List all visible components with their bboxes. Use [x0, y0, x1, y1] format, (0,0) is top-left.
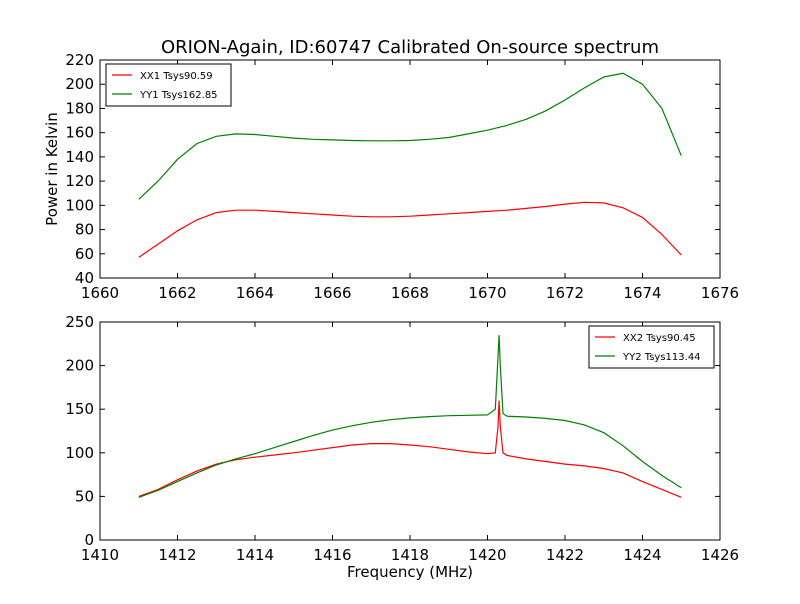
series-line-1-2 [138, 72, 682, 200]
y-tick-label: 200 [65, 357, 94, 375]
figure-title: ORION-Again, ID:60747 Calibrated On-sour… [161, 37, 659, 58]
y-tick-label: 140 [65, 148, 94, 166]
legend-box-2 [588, 325, 715, 369]
series-line-1-1 [138, 201, 682, 258]
y-tick-label: 150 [65, 400, 94, 418]
x-tick-label: 1422 [546, 546, 584, 564]
y-tick-label: 40 [75, 269, 94, 287]
y-tick-label: 160 [65, 124, 94, 142]
x-tick-label: 1660 [81, 284, 119, 302]
y-tick-label: 180 [65, 99, 94, 117]
legend-entry: YY1 Tsys162.85 [139, 90, 218, 101]
y-tick-label: 200 [65, 75, 94, 93]
series-line-2-2 [138, 335, 682, 498]
y-tick-label: 100 [65, 444, 94, 462]
x-tick-label: 1410 [81, 546, 119, 564]
x-tick-label: 1666 [313, 284, 351, 302]
x-tick-label: 1674 [623, 284, 661, 302]
y-tick-label: 220 [65, 51, 94, 69]
x-tick-label: 1676 [701, 284, 739, 302]
legend-entry: XX2 Tsys90.45 [623, 333, 696, 344]
x-tick-label: 1424 [623, 546, 661, 564]
x-tick-label: 1670 [468, 284, 506, 302]
x-tick-label: 1412 [158, 546, 196, 564]
y-tick-label: 100 [65, 196, 94, 214]
legend-entry: XX1 Tsys90.59 [140, 71, 213, 82]
x-tick-label: 1416 [313, 546, 351, 564]
legend-box-1 [105, 63, 232, 107]
y-tick-label: 80 [75, 221, 94, 239]
y-tick-label: 250 [65, 313, 94, 331]
x-tick-label: 1420 [468, 546, 506, 564]
y-axis-label: Power in Kelvin [43, 112, 61, 226]
y-tick-label: 50 [75, 487, 94, 505]
x-tick-label: 1414 [236, 546, 274, 564]
x-tick-label: 1418 [391, 546, 429, 564]
y-tick-label: 120 [65, 172, 94, 190]
series-line-2-1 [138, 400, 682, 498]
y-tick-label: 60 [75, 245, 94, 263]
chart-panel-1: 1660 1662 1664 1666 1668 1670 1672 1674 1676 40 60… [43, 51, 739, 302]
x-tick-label: 1664 [236, 284, 274, 302]
x-tick-label: 1668 [391, 284, 429, 302]
x-axis-label: Frequency (MHz) [347, 563, 473, 581]
legend-entry: YY2 Tsys113.44 [622, 352, 701, 363]
y-tick-label: 0 [84, 531, 94, 549]
x-tick-label: 1426 [701, 546, 739, 564]
x-tick-label: 1662 [158, 284, 196, 302]
x-tick-label: 1672 [546, 284, 584, 302]
chart-panel-2: 1410 1412 1414 1416 1418 1420 1422 1424 1426 0 50 1… [65, 313, 739, 581]
